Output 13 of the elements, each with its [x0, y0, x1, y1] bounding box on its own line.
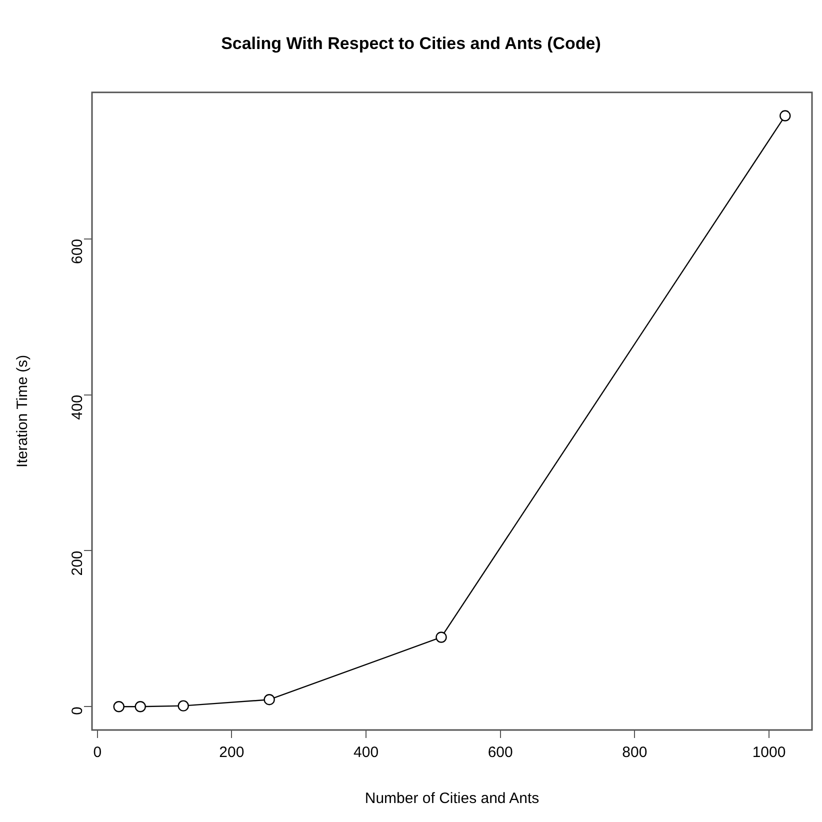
- x-tick-label: 400: [354, 744, 379, 762]
- y-axis-title: Iteration Time (s): [14, 354, 32, 468]
- x-tick-label: 1000: [752, 744, 786, 762]
- y-tick-label: 200: [69, 550, 86, 576]
- x-tick-label: 800: [622, 744, 648, 762]
- y-tick-label: 400: [69, 394, 86, 420]
- chart-title: Scaling With Respect to Cities and Ants (Code): [221, 34, 601, 53]
- x-axis-title: Number of Cities and Ants: [364, 790, 540, 808]
- x-tick-label: 200: [219, 744, 244, 762]
- x-tick-label: 600: [488, 744, 513, 762]
- y-tick-label: 0: [69, 706, 86, 715]
- y-tick-label: 600: [69, 238, 86, 264]
- x-tick-label: 0: [93, 744, 102, 762]
